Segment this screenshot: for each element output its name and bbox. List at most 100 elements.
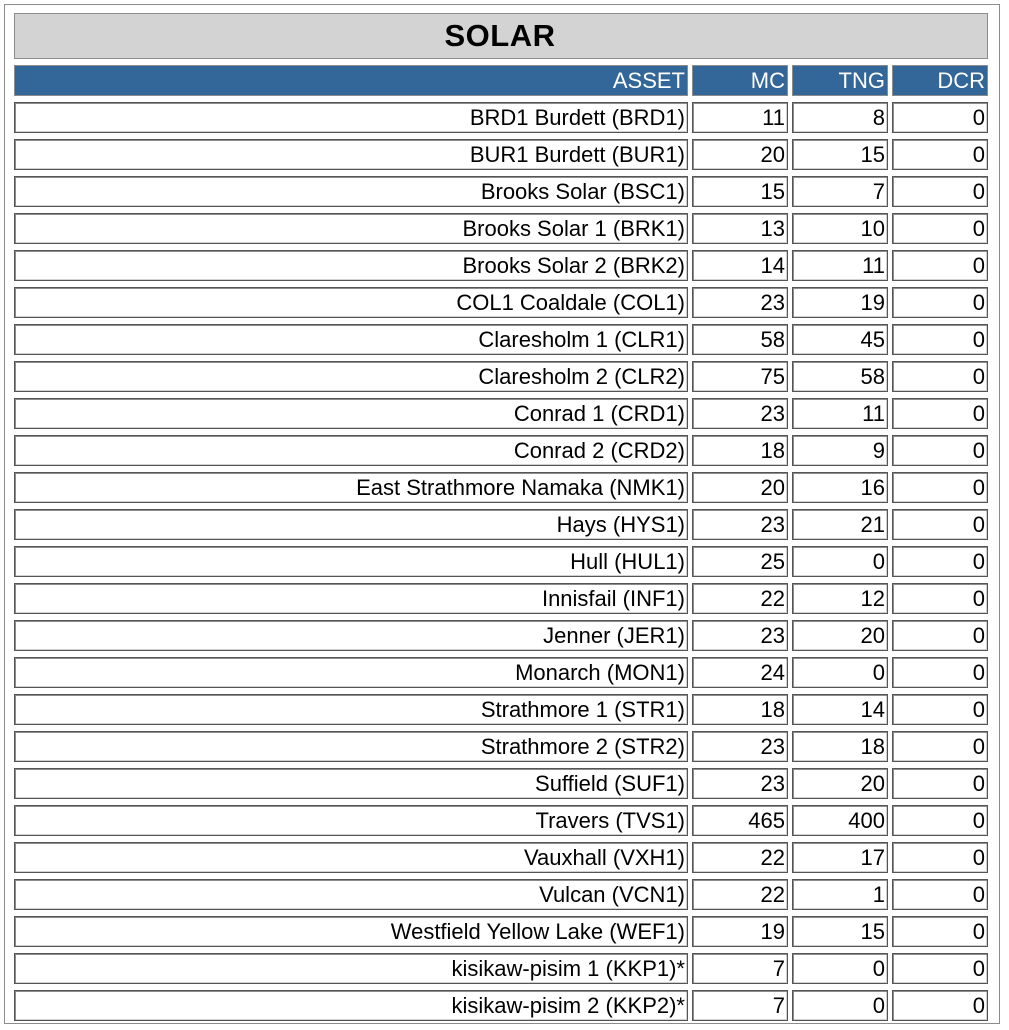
cell-mc: 58 bbox=[692, 324, 788, 355]
cell-mc: 23 bbox=[692, 287, 788, 318]
table-row: Vulcan (VCN1) 22 1 0 bbox=[14, 879, 988, 910]
cell-mc: 23 bbox=[692, 620, 788, 651]
table-row: Monarch (MON1) 24 0 0 bbox=[14, 657, 988, 688]
cell-asset: kisikaw-pisim 2 (KKP2)* bbox=[14, 990, 688, 1021]
cell-asset: Strathmore 1 (STR1) bbox=[14, 694, 688, 725]
cell-mc: 7 bbox=[692, 953, 788, 984]
table-row: kisikaw-pisim 2 (KKP2)* 7 0 0 bbox=[14, 990, 988, 1021]
cell-mc: 15 bbox=[692, 176, 788, 207]
column-header-tng: TNG bbox=[792, 65, 888, 96]
cell-mc: 18 bbox=[692, 435, 788, 466]
column-header-mc: MC bbox=[692, 65, 788, 96]
cell-asset: Brooks Solar 2 (BRK2) bbox=[14, 250, 688, 281]
cell-dcr: 0 bbox=[892, 509, 988, 540]
cell-tng: 18 bbox=[792, 731, 888, 762]
cell-dcr: 0 bbox=[892, 213, 988, 244]
cell-mc: 75 bbox=[692, 361, 788, 392]
cell-tng: 0 bbox=[792, 990, 888, 1021]
cell-dcr: 0 bbox=[892, 287, 988, 318]
table-body: BRD1 Burdett (BRD1) 11 8 0 BUR1 Burdett (BUR… bbox=[14, 102, 988, 1021]
title-row: SOLAR bbox=[14, 13, 988, 59]
cell-asset: Claresholm 2 (CLR2) bbox=[14, 361, 688, 392]
cell-tng: 10 bbox=[792, 213, 888, 244]
cell-mc: 19 bbox=[692, 916, 788, 947]
cell-mc: 22 bbox=[692, 842, 788, 873]
table-row: Brooks Solar (BSC1) 15 7 0 bbox=[14, 176, 988, 207]
cell-mc: 20 bbox=[692, 472, 788, 503]
cell-mc: 23 bbox=[692, 768, 788, 799]
cell-mc: 14 bbox=[692, 250, 788, 281]
cell-dcr: 0 bbox=[892, 953, 988, 984]
header-row: ASSET MC TNG DCR bbox=[14, 65, 988, 96]
cell-asset: Westfield Yellow Lake (WEF1) bbox=[14, 916, 688, 947]
cell-tng: 21 bbox=[792, 509, 888, 540]
table-row: Jenner (JER1) 23 20 0 bbox=[14, 620, 988, 651]
cell-asset: Conrad 1 (CRD1) bbox=[14, 398, 688, 429]
cell-dcr: 0 bbox=[892, 546, 988, 577]
table-row: Suffield (SUF1) 23 20 0 bbox=[14, 768, 988, 799]
cell-dcr: 0 bbox=[892, 102, 988, 133]
cell-asset: Hays (HYS1) bbox=[14, 509, 688, 540]
column-header-asset: ASSET bbox=[14, 65, 688, 96]
table-row: Westfield Yellow Lake (WEF1) 19 15 0 bbox=[14, 916, 988, 947]
cell-asset: Strathmore 2 (STR2) bbox=[14, 731, 688, 762]
cell-dcr: 0 bbox=[892, 731, 988, 762]
cell-tng: 11 bbox=[792, 398, 888, 429]
cell-tng: 16 bbox=[792, 472, 888, 503]
cell-tng: 45 bbox=[792, 324, 888, 355]
cell-tng: 11 bbox=[792, 250, 888, 281]
solar-table: SOLAR ASSET MC TNG DCR BRD1 Burdett (BRD… bbox=[10, 7, 992, 1027]
cell-asset: Brooks Solar (BSC1) bbox=[14, 176, 688, 207]
cell-dcr: 0 bbox=[892, 694, 988, 725]
cell-tng: 12 bbox=[792, 583, 888, 614]
cell-tng: 8 bbox=[792, 102, 888, 133]
cell-asset: Travers (TVS1) bbox=[14, 805, 688, 836]
cell-mc: 22 bbox=[692, 879, 788, 910]
table-row: Brooks Solar 1 (BRK1) 13 10 0 bbox=[14, 213, 988, 244]
table-row: Claresholm 1 (CLR1) 58 45 0 bbox=[14, 324, 988, 355]
cell-asset: kisikaw-pisim 1 (KKP1)* bbox=[14, 953, 688, 984]
cell-asset: COL1 Coaldale (COL1) bbox=[14, 287, 688, 318]
cell-dcr: 0 bbox=[892, 398, 988, 429]
cell-tng: 0 bbox=[792, 953, 888, 984]
cell-asset: BRD1 Burdett (BRD1) bbox=[14, 102, 688, 133]
cell-asset: Vulcan (VCN1) bbox=[14, 879, 688, 910]
cell-tng: 400 bbox=[792, 805, 888, 836]
table-row: Brooks Solar 2 (BRK2) 14 11 0 bbox=[14, 250, 988, 281]
cell-asset: Jenner (JER1) bbox=[14, 620, 688, 651]
table-row: Travers (TVS1) 465 400 0 bbox=[14, 805, 988, 836]
cell-tng: 9 bbox=[792, 435, 888, 466]
cell-mc: 465 bbox=[692, 805, 788, 836]
cell-mc: 22 bbox=[692, 583, 788, 614]
table-row: Innisfail (INF1) 22 12 0 bbox=[14, 583, 988, 614]
cell-mc: 20 bbox=[692, 139, 788, 170]
table-row: COL1 Coaldale (COL1) 23 19 0 bbox=[14, 287, 988, 318]
table-row: Conrad 2 (CRD2) 18 9 0 bbox=[14, 435, 988, 466]
table-row: kisikaw-pisim 1 (KKP1)* 7 0 0 bbox=[14, 953, 988, 984]
cell-dcr: 0 bbox=[892, 435, 988, 466]
table-row: East Strathmore Namaka (NMK1) 20 16 0 bbox=[14, 472, 988, 503]
table-row: Vauxhall (VXH1) 22 17 0 bbox=[14, 842, 988, 873]
cell-tng: 20 bbox=[792, 768, 888, 799]
cell-tng: 0 bbox=[792, 546, 888, 577]
table-row: Strathmore 1 (STR1) 18 14 0 bbox=[14, 694, 988, 725]
cell-mc: 24 bbox=[692, 657, 788, 688]
cell-dcr: 0 bbox=[892, 472, 988, 503]
cell-dcr: 0 bbox=[892, 842, 988, 873]
cell-tng: 58 bbox=[792, 361, 888, 392]
cell-dcr: 0 bbox=[892, 768, 988, 799]
table-row: BRD1 Burdett (BRD1) 11 8 0 bbox=[14, 102, 988, 133]
cell-dcr: 0 bbox=[892, 583, 988, 614]
cell-tng: 15 bbox=[792, 916, 888, 947]
table-row: Strathmore 2 (STR2) 23 18 0 bbox=[14, 731, 988, 762]
table-row: Claresholm 2 (CLR2) 75 58 0 bbox=[14, 361, 988, 392]
table-title: SOLAR bbox=[14, 13, 988, 59]
cell-asset: Innisfail (INF1) bbox=[14, 583, 688, 614]
cell-tng: 17 bbox=[792, 842, 888, 873]
cell-dcr: 0 bbox=[892, 805, 988, 836]
table-row: Hull (HUL1) 25 0 0 bbox=[14, 546, 988, 577]
cell-mc: 25 bbox=[692, 546, 788, 577]
cell-mc: 23 bbox=[692, 731, 788, 762]
cell-mc: 13 bbox=[692, 213, 788, 244]
cell-mc: 18 bbox=[692, 694, 788, 725]
